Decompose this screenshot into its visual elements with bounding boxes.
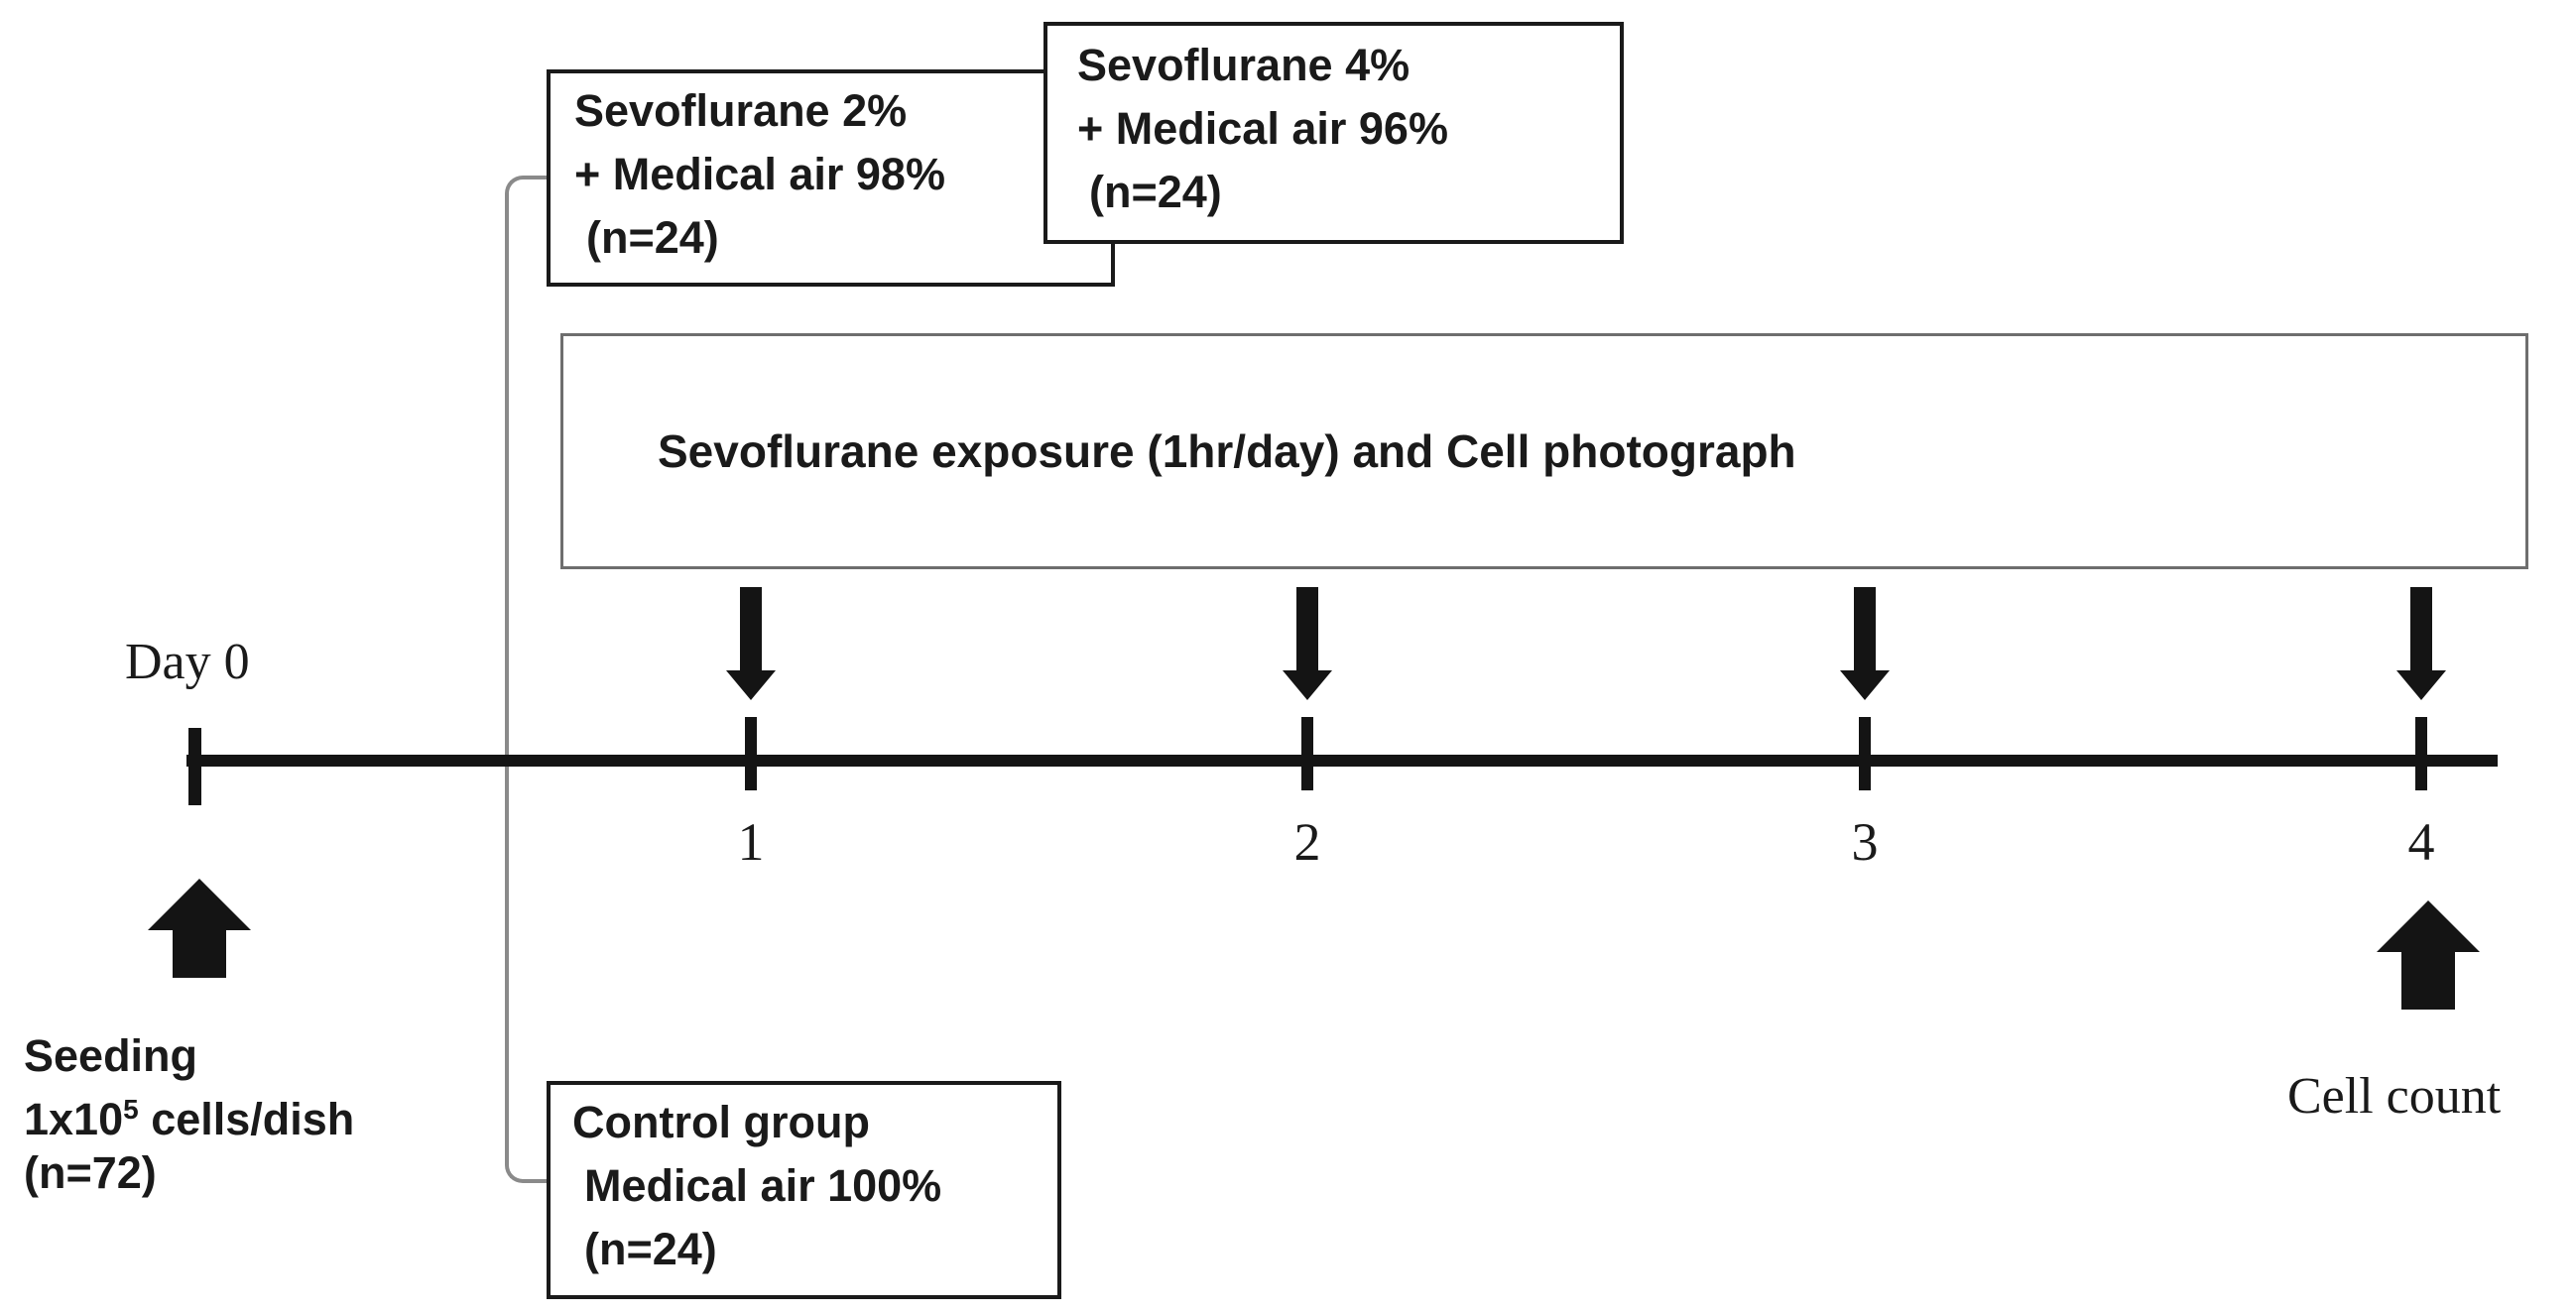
seeding-amount-exp: 5 — [123, 1094, 139, 1125]
seeding-n: (n=72) — [24, 1147, 157, 1198]
down-arrowhead-icon-day4 — [2396, 670, 2446, 700]
cell-count-up-arrowhead-icon — [2377, 900, 2480, 952]
day-label-4: 4 — [2407, 812, 2435, 872]
timeline-tick-4 — [2415, 717, 2427, 790]
seeding-amount-unit: cells/dish — [138, 1094, 355, 1144]
sevoflurane-4-line2: + Medical air 96% — [1077, 103, 1448, 154]
control-line2: Medical air 100% — [584, 1160, 942, 1211]
down-arrowhead-icon-day1 — [726, 670, 776, 700]
sevoflurane-2-box: Sevoflurane 2% + Medical air 98% (n=24) — [547, 69, 1115, 287]
sevoflurane-2-line2: + Medical air 98% — [574, 149, 945, 199]
sevoflurane-4-line1: Sevoflurane 4% — [1077, 40, 1411, 90]
sevoflurane-4-box: Sevoflurane 4% + Medical air 96% (n=24) — [1043, 22, 1624, 244]
seeding-label: Seeding 1x105 cells/dish (n=72) — [24, 1029, 354, 1200]
seeding-up-arrow-icon — [173, 928, 226, 978]
down-arrow-icon-day4 — [2410, 587, 2432, 672]
seeding-up-arrowhead-icon — [148, 879, 251, 930]
cell-count-label: Cell count — [2287, 1068, 2502, 1125]
down-arrow-icon-day3 — [1854, 587, 1876, 672]
day0-label: Day 0 — [125, 634, 250, 690]
down-arrow-icon-day2 — [1296, 587, 1318, 672]
sevoflurane-4-n: (n=24) — [1089, 167, 1222, 217]
day-label-3: 3 — [1851, 812, 1879, 872]
day-label-2: 2 — [1293, 812, 1321, 872]
down-arrowhead-icon-day2 — [1283, 670, 1332, 700]
sevoflurane-2-line1: Sevoflurane 2% — [574, 85, 908, 136]
down-arrow-icon-day1 — [740, 587, 762, 672]
control-n: (n=24) — [584, 1224, 717, 1274]
seeding-title: Seeding — [24, 1030, 198, 1081]
timeline-axis — [186, 755, 2498, 767]
timeline-tick-2 — [1301, 717, 1313, 790]
timeline-tick-day0 — [188, 728, 201, 805]
seeding-amount-base: 1x10 — [24, 1094, 124, 1144]
seeding-amount: 1x105 cells/dish — [24, 1083, 354, 1146]
exposure-label: Sevoflurane exposure (1hr/day) and Cell … — [658, 425, 1796, 477]
cell-count-up-arrow-icon — [2401, 950, 2455, 1010]
timeline-tick-3 — [1859, 717, 1871, 790]
control-line1: Control group — [572, 1097, 870, 1147]
day-label-1: 1 — [737, 812, 765, 872]
timeline-tick-1 — [745, 717, 757, 790]
control-group-box: Control group Medical air 100% (n=24) — [547, 1081, 1061, 1299]
sevoflurane-2-n: (n=24) — [586, 212, 719, 263]
group-bracket-connector — [505, 176, 554, 1183]
exposure-box: Sevoflurane exposure (1hr/day) and Cell … — [560, 333, 2528, 569]
down-arrowhead-icon-day3 — [1840, 670, 1890, 700]
